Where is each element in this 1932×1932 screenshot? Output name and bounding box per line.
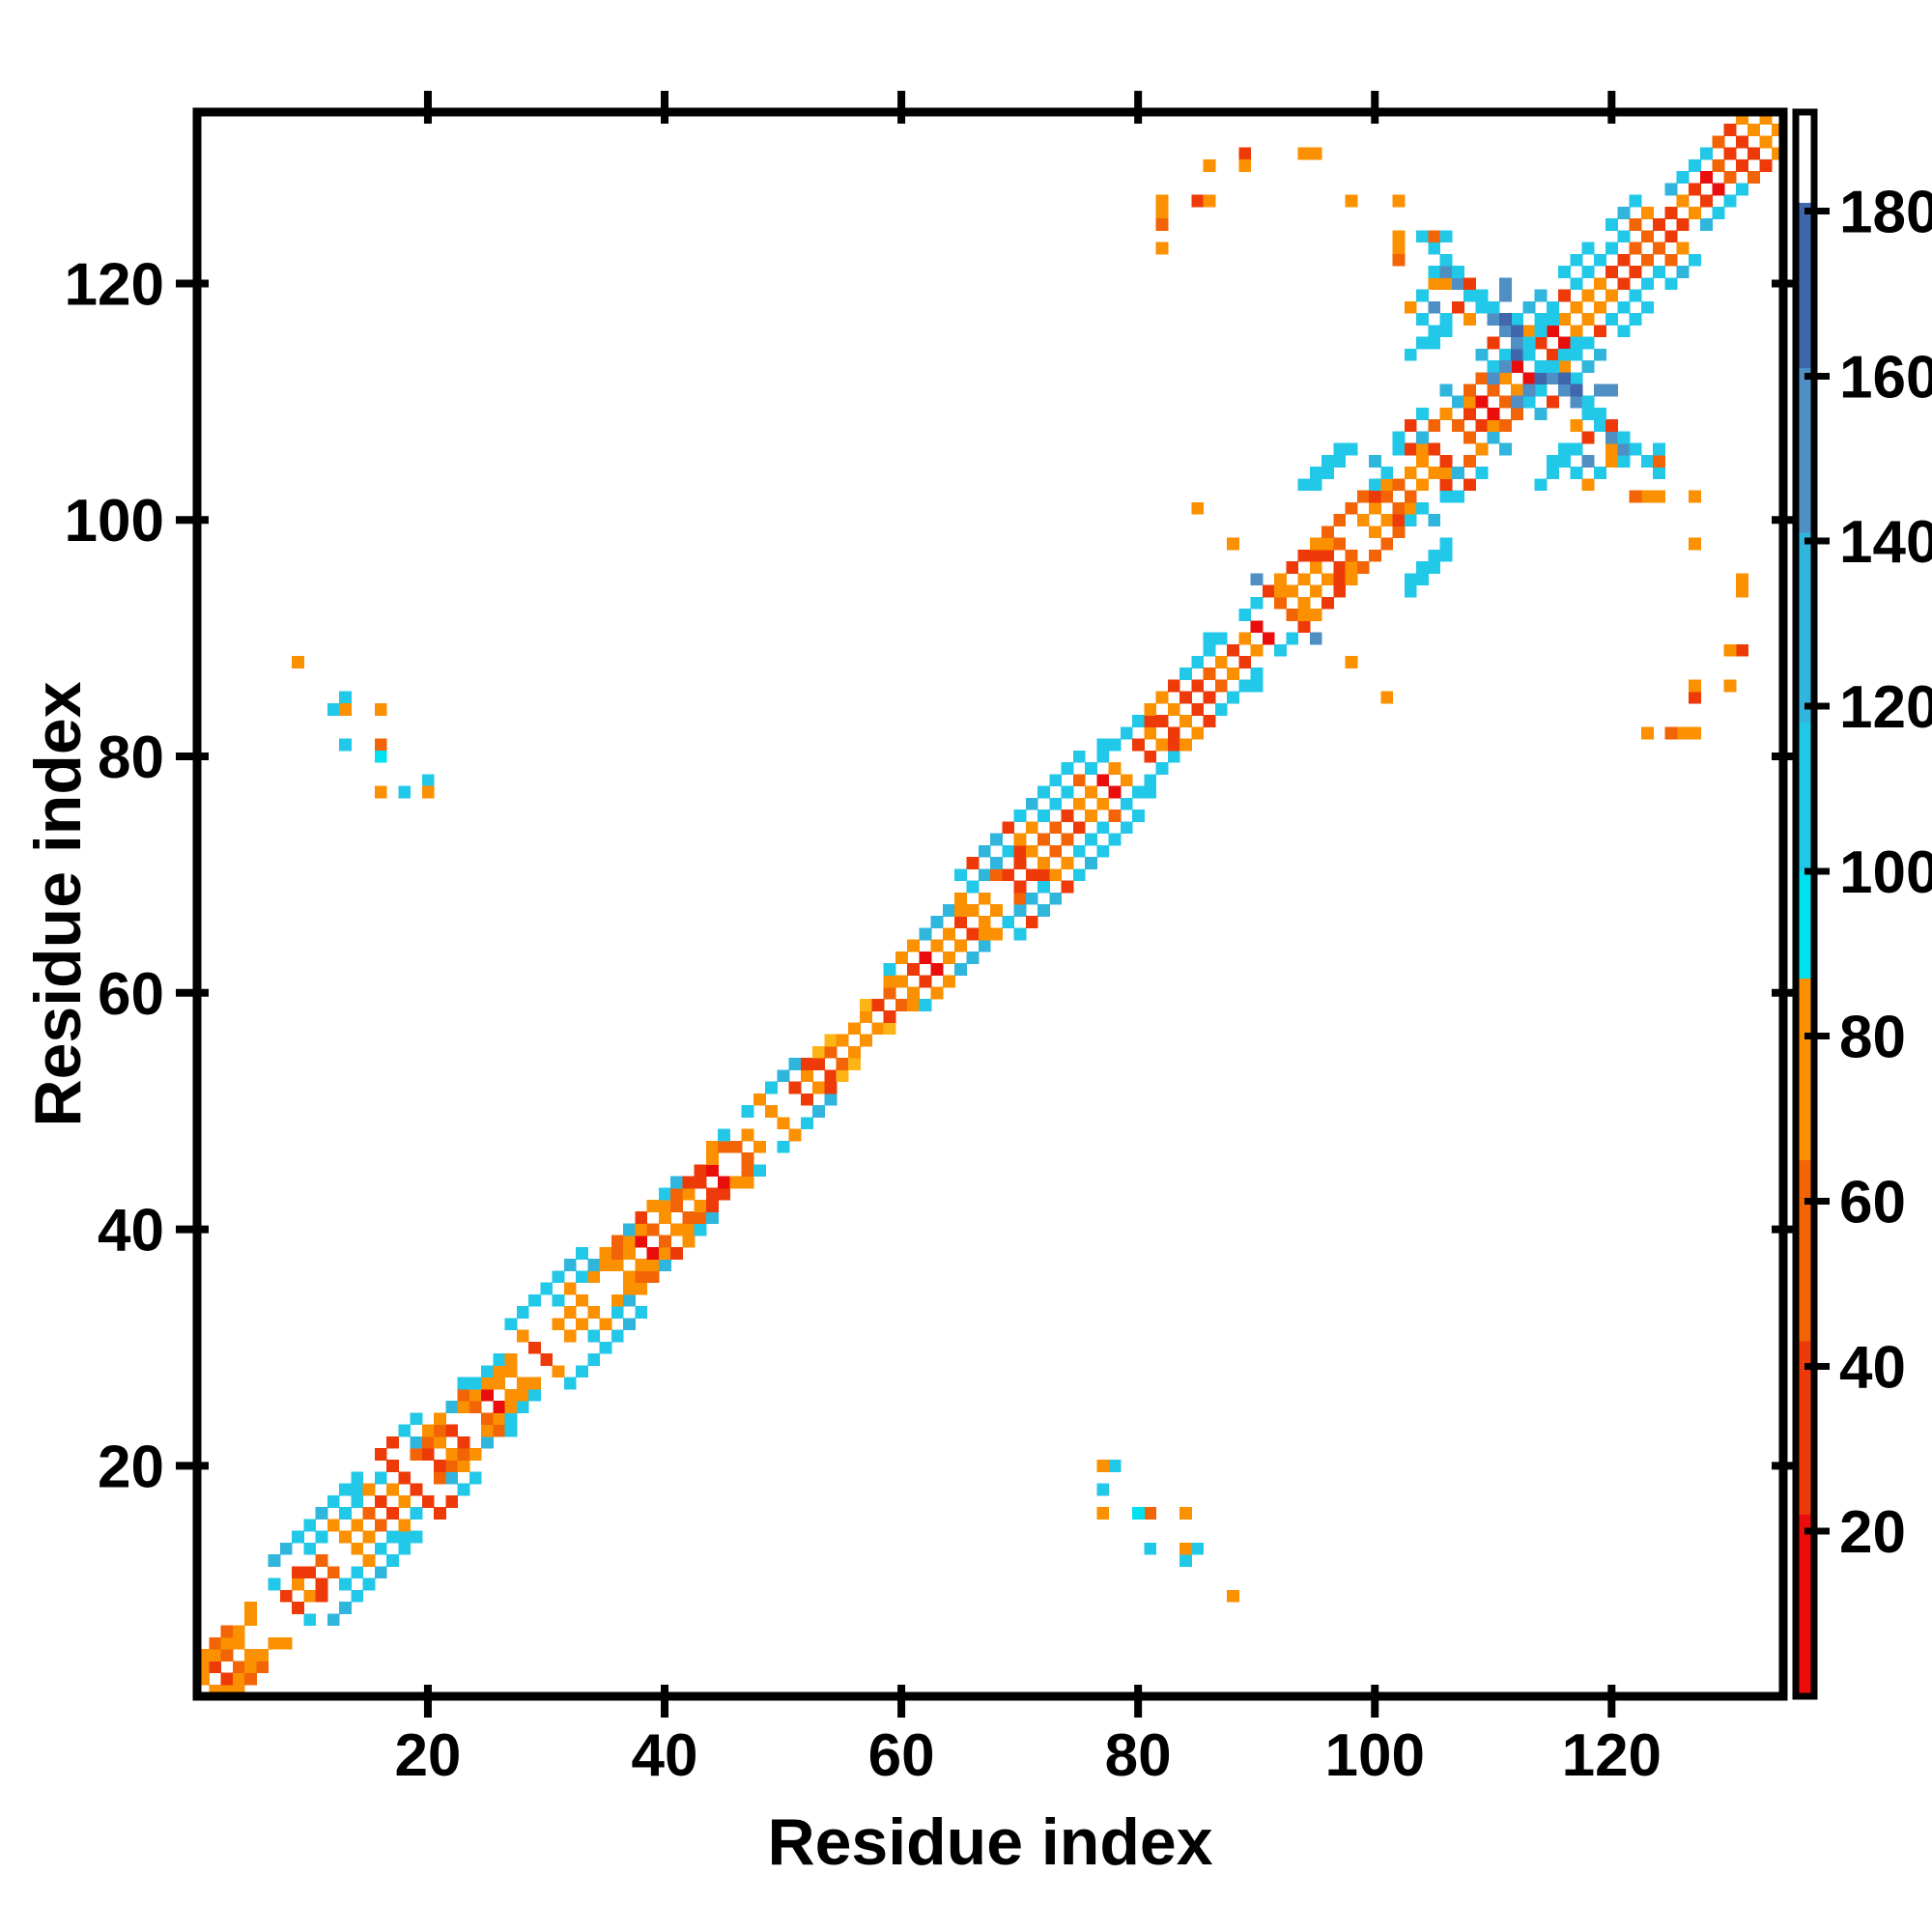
colorbar-band	[1796, 1515, 1814, 1696]
y-tick-label: 120	[65, 251, 164, 318]
colorbar-tick-label: 140	[1839, 509, 1932, 576]
y-tick-label: 40	[98, 1198, 164, 1264]
plot-border	[192, 107, 1788, 1701]
x-tick-label: 80	[1105, 1722, 1172, 1789]
x-tick-label: 60	[868, 1722, 935, 1789]
colorbar-tick-label: 120	[1839, 674, 1932, 741]
colorbar-tick-label: 180	[1839, 180, 1932, 246]
x-tick-label: 20	[394, 1722, 461, 1789]
heatmap-cells	[197, 112, 1784, 1697]
x-axis-title: Residue index	[767, 1805, 1213, 1879]
x-tick-label: 40	[632, 1722, 698, 1789]
colorbar-band	[1796, 1341, 1814, 1516]
colorbar-band	[1796, 870, 1814, 979]
y-tick-label: 60	[98, 961, 164, 1028]
colorbar-band	[1796, 723, 1814, 871]
colorbar-tick-label: 80	[1839, 1005, 1906, 1071]
colorbar: 20 40 60 80 100 120 140 160 180	[1792, 108, 1932, 1700]
colorbar-tick-label: 100	[1839, 839, 1932, 906]
y-tick-label: 20	[98, 1434, 164, 1500]
x-tick-label: 100	[1325, 1722, 1425, 1789]
colorbar-band	[1796, 202, 1814, 368]
colorbar-band	[1796, 1159, 1814, 1342]
colorbar-border	[1792, 108, 1818, 1700]
axes: 20 40 60 80 100 120 20 40 60 80 100 120	[65, 91, 1804, 1789]
y-tick-label: 100	[65, 488, 164, 554]
colorbar-tick-label: 40	[1839, 1334, 1906, 1401]
colorbar-tick-label: 160	[1839, 344, 1932, 411]
colorbar-band	[1796, 367, 1814, 533]
y-tick-label: 80	[98, 724, 164, 791]
colorbar-band	[1796, 978, 1814, 1160]
colorbar-tick-label: 20	[1839, 1499, 1906, 1566]
colorbar-band	[1796, 532, 1814, 724]
y-axis-title: Residue index	[21, 681, 95, 1127]
colorbar-tick-label: 60	[1839, 1170, 1906, 1236]
x-tick-label: 120	[1562, 1722, 1662, 1789]
colorbar-band	[1796, 112, 1814, 203]
